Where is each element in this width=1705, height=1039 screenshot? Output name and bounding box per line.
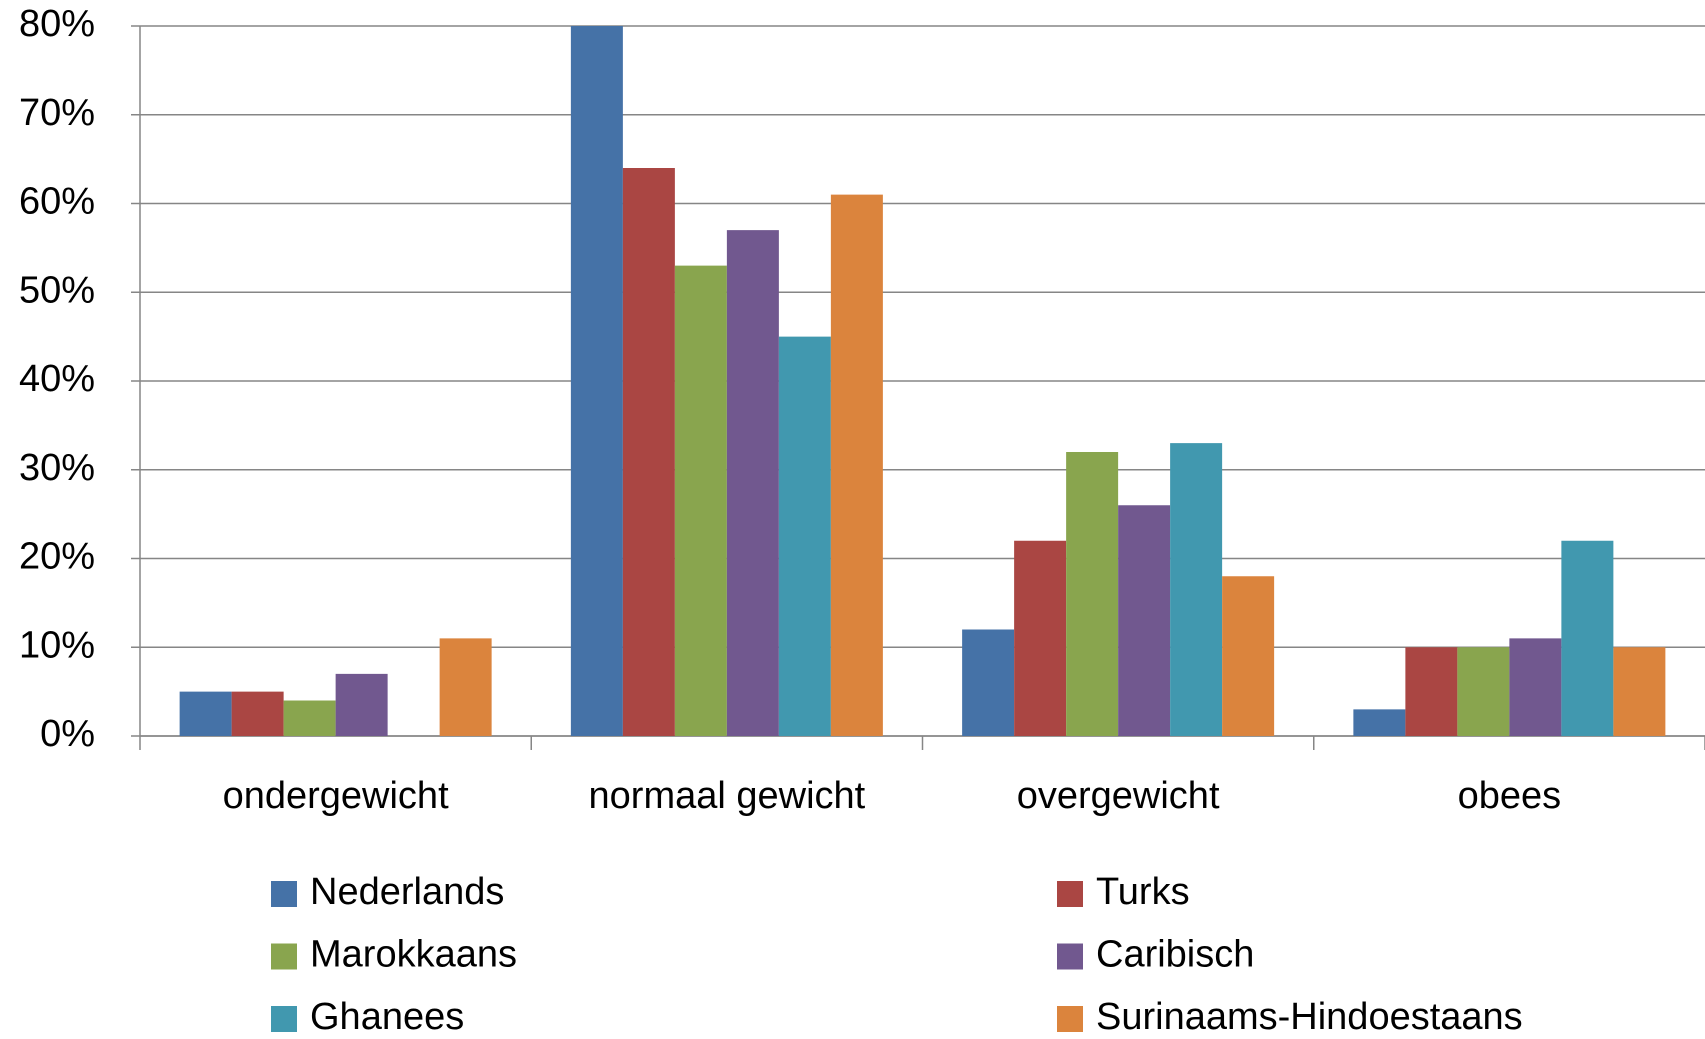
legend-swatch xyxy=(271,1006,297,1032)
bar xyxy=(1222,576,1275,736)
bar xyxy=(1118,505,1171,736)
y-tick-label: 50% xyxy=(19,269,95,311)
bar xyxy=(1353,709,1406,736)
legend-label: Marokkaans xyxy=(310,934,517,976)
x-tick-label: overgewicht xyxy=(1017,775,1220,817)
legend-label: Surinaams-Hindoestaans xyxy=(1096,996,1523,1038)
bar xyxy=(570,26,623,736)
y-tick-label: 20% xyxy=(19,536,95,578)
bar xyxy=(962,629,1015,736)
bar xyxy=(179,691,232,736)
legend-label: Nederlands xyxy=(310,871,504,913)
legend-label: Ghanees xyxy=(310,996,464,1038)
bar xyxy=(622,168,675,736)
x-tick-label: obees xyxy=(1458,775,1562,817)
legend-swatch xyxy=(271,881,297,907)
bar xyxy=(1014,540,1067,736)
legend-swatch xyxy=(1057,1006,1083,1032)
x-tick-label: ondergewicht xyxy=(223,775,449,817)
bar xyxy=(1561,540,1614,736)
bar xyxy=(830,194,883,736)
bar xyxy=(439,638,492,736)
bar xyxy=(335,673,388,736)
legend-swatch xyxy=(1057,881,1083,907)
bar xyxy=(283,700,336,736)
legend-swatch xyxy=(1057,943,1083,970)
bar xyxy=(1405,647,1458,736)
bar xyxy=(726,230,779,736)
y-tick-label: 10% xyxy=(19,624,95,666)
y-tick-label: 80% xyxy=(19,3,95,45)
y-tick-label: 70% xyxy=(19,92,95,134)
bar xyxy=(1613,647,1666,736)
bar xyxy=(778,336,831,736)
legend-label: Turks xyxy=(1096,871,1190,913)
bar xyxy=(674,265,727,736)
y-tick-label: 30% xyxy=(19,447,95,489)
bar xyxy=(231,691,284,736)
legend-swatch xyxy=(271,943,297,970)
bar xyxy=(1509,638,1562,736)
legend-label: Caribisch xyxy=(1096,934,1254,976)
bar xyxy=(1066,452,1119,736)
y-tick-label: 40% xyxy=(19,358,95,400)
y-tick-label: 60% xyxy=(19,181,95,223)
y-tick-label: 0% xyxy=(40,713,95,755)
x-tick-label: normaal gewicht xyxy=(589,775,866,817)
bar xyxy=(1170,443,1223,736)
bar xyxy=(1457,647,1510,736)
